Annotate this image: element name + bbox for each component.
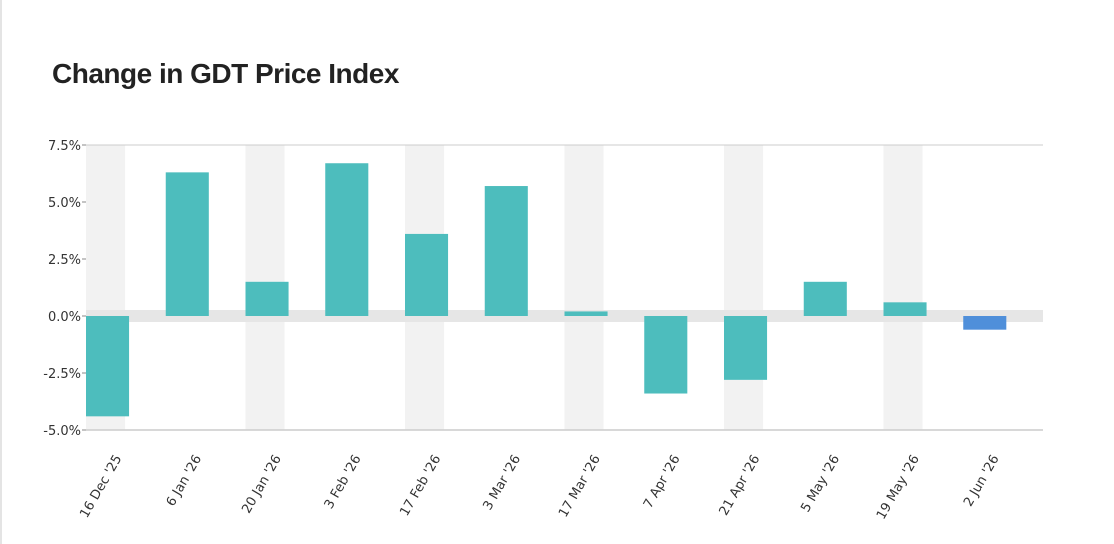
x-tick-label: 2 Jun '26: [961, 452, 1002, 509]
y-tick-label: -2.5%: [43, 367, 81, 382]
bar[interactable]: [165, 172, 209, 316]
category-band: [564, 145, 604, 430]
x-tick-label: 6 Jan '26: [164, 453, 205, 510]
y-tick-label: 2.5%: [48, 253, 81, 268]
x-tick-label: 16 Dec '25: [77, 453, 125, 521]
bar[interactable]: [86, 316, 130, 417]
x-tick-label: 19 May '26: [874, 453, 923, 523]
category-band: [883, 145, 923, 430]
left-border-rule: [0, 0, 2, 544]
y-tick-label: -5.0%: [43, 424, 81, 439]
x-tick-label: 17 Mar '26: [556, 453, 604, 521]
bar[interactable]: [484, 186, 528, 316]
bar-series: [86, 163, 1007, 417]
bar[interactable]: [405, 233, 449, 316]
bar[interactable]: [644, 316, 688, 394]
bar[interactable]: [564, 311, 608, 316]
category-band: [724, 145, 764, 430]
x-axis-labels: 16 Dec '25 6 Jan '26 20 Jan '26 3 Feb '26 17…: [77, 452, 1002, 522]
x-tick-label: 7 Apr '26: [641, 453, 684, 512]
x-tick-label: 17 Feb '26: [397, 453, 444, 519]
y-tick-label: 0.0%: [48, 310, 81, 325]
y-axis-ticks: 7.5% 5.0% 2.5% 0.0% -2.5% -5.0%: [43, 139, 86, 439]
y-tick-label: 7.5%: [48, 139, 81, 154]
bar[interactable]: [245, 281, 289, 316]
bar[interactable]: [325, 163, 369, 316]
bar[interactable]: [963, 316, 1007, 330]
chart-title: Change in GDT Price Index: [52, 58, 399, 89]
bar[interactable]: [883, 302, 927, 316]
x-tick-label: 3 Feb '26: [322, 453, 365, 512]
x-tick-label: 21 Apr '26: [717, 453, 764, 519]
x-tick-label: 3 Mar '26: [481, 453, 525, 513]
x-tick-label: 5 May '26: [798, 453, 843, 516]
y-tick-label: 5.0%: [48, 196, 81, 211]
bar[interactable]: [724, 316, 768, 380]
bar[interactable]: [803, 281, 847, 316]
x-tick-label: 20 Jan '26: [239, 453, 284, 517]
